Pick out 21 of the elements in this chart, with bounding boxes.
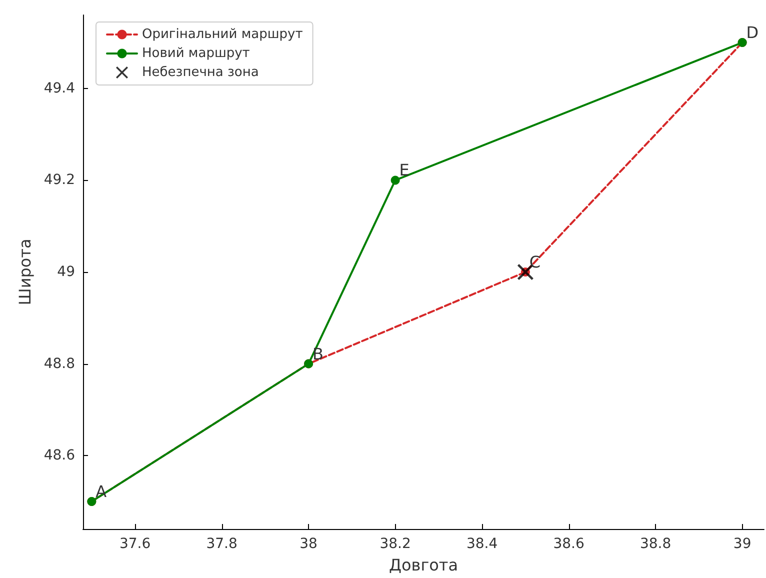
legend-label: Небезпечна зона	[142, 65, 259, 80]
x-tick-label: 38	[300, 536, 318, 552]
x-tick-label: 37.6	[119, 536, 151, 552]
x-tick-label: 38.4	[466, 536, 498, 552]
y-tick-label: 49.2	[44, 172, 75, 188]
annotation: D	[746, 23, 759, 42]
annotation: B	[312, 344, 324, 364]
x-axis-title: Довгота	[388, 556, 458, 574]
legend-label: Оригінальний маршрут	[142, 27, 304, 42]
y-tick-label: 48.6	[44, 448, 76, 464]
y-tick-label: 49.4	[44, 80, 76, 96]
y-tick-label: 48.8	[44, 356, 75, 372]
x-tick-label: 37.8	[206, 536, 238, 552]
x-tick-label: 38.8	[640, 536, 672, 552]
x-tick-label: 39	[733, 536, 752, 552]
legend-label: Новий маршрут	[142, 46, 250, 61]
x-tick-label: 38.6	[553, 536, 584, 552]
y-tick-label: 49	[57, 264, 75, 280]
y-axis-title: Широта	[15, 238, 34, 306]
x-tick-label: 38.2	[380, 536, 411, 552]
annotation: E	[399, 160, 410, 180]
